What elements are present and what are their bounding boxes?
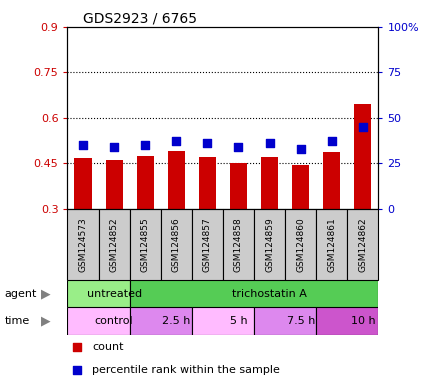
Text: GSM124852: GSM124852 [109, 217, 118, 272]
Bar [354, 104, 371, 209]
Text: percentile rank within the sample: percentile rank within the sample [92, 365, 279, 375]
Bar [222, 209, 253, 280]
Bar [67, 280, 129, 308]
Text: ▶: ▶ [41, 287, 51, 300]
Text: count: count [92, 343, 124, 353]
Point [141, 142, 148, 148]
Bar [198, 157, 215, 209]
Text: GSM124862: GSM124862 [358, 217, 367, 272]
Bar [168, 151, 184, 209]
Text: GSM124861: GSM124861 [326, 217, 335, 272]
Point [79, 142, 86, 148]
Text: ▶: ▶ [41, 314, 51, 328]
Text: GSM124858: GSM124858 [233, 217, 243, 272]
Text: GSM124860: GSM124860 [296, 217, 305, 272]
Text: agent: agent [4, 289, 36, 299]
Text: untreated: untreated [86, 289, 141, 299]
Text: GSM124859: GSM124859 [264, 217, 273, 272]
Bar [346, 209, 378, 280]
Text: GSM124855: GSM124855 [140, 217, 149, 272]
Point [328, 138, 335, 144]
Bar [316, 308, 378, 335]
Text: GDS2923 / 6765: GDS2923 / 6765 [83, 12, 197, 26]
Bar [322, 152, 339, 209]
Text: trichostatin A: trichostatin A [232, 289, 306, 299]
Bar [74, 158, 91, 209]
Bar [253, 209, 285, 280]
Bar [129, 280, 378, 308]
Point [110, 144, 117, 150]
Bar [105, 160, 122, 209]
Bar [230, 163, 247, 209]
Point [204, 140, 210, 146]
Bar [161, 209, 191, 280]
Bar [67, 209, 98, 280]
Point [358, 124, 365, 130]
Bar [136, 156, 153, 209]
Text: 7.5 h: 7.5 h [286, 316, 314, 326]
Text: GSM124856: GSM124856 [171, 217, 181, 272]
Bar [191, 209, 223, 280]
Point [73, 367, 80, 373]
Bar [285, 209, 316, 280]
Bar [191, 308, 253, 335]
Text: 2.5 h: 2.5 h [162, 316, 190, 326]
Bar [67, 308, 129, 335]
Bar [292, 166, 309, 209]
Text: 5 h: 5 h [229, 316, 247, 326]
Bar [98, 209, 129, 280]
Bar [316, 209, 347, 280]
Text: GSM124857: GSM124857 [202, 217, 211, 272]
Text: GSM124573: GSM124573 [78, 217, 87, 272]
Bar [129, 308, 191, 335]
Point [296, 146, 303, 152]
Bar [260, 157, 277, 209]
Text: control: control [95, 316, 133, 326]
Text: 10 h: 10 h [350, 316, 375, 326]
Text: time: time [4, 316, 30, 326]
Bar [129, 209, 161, 280]
Point [234, 144, 241, 150]
Point [172, 138, 179, 144]
Point [73, 344, 80, 351]
Point [266, 140, 273, 146]
Bar [253, 308, 316, 335]
